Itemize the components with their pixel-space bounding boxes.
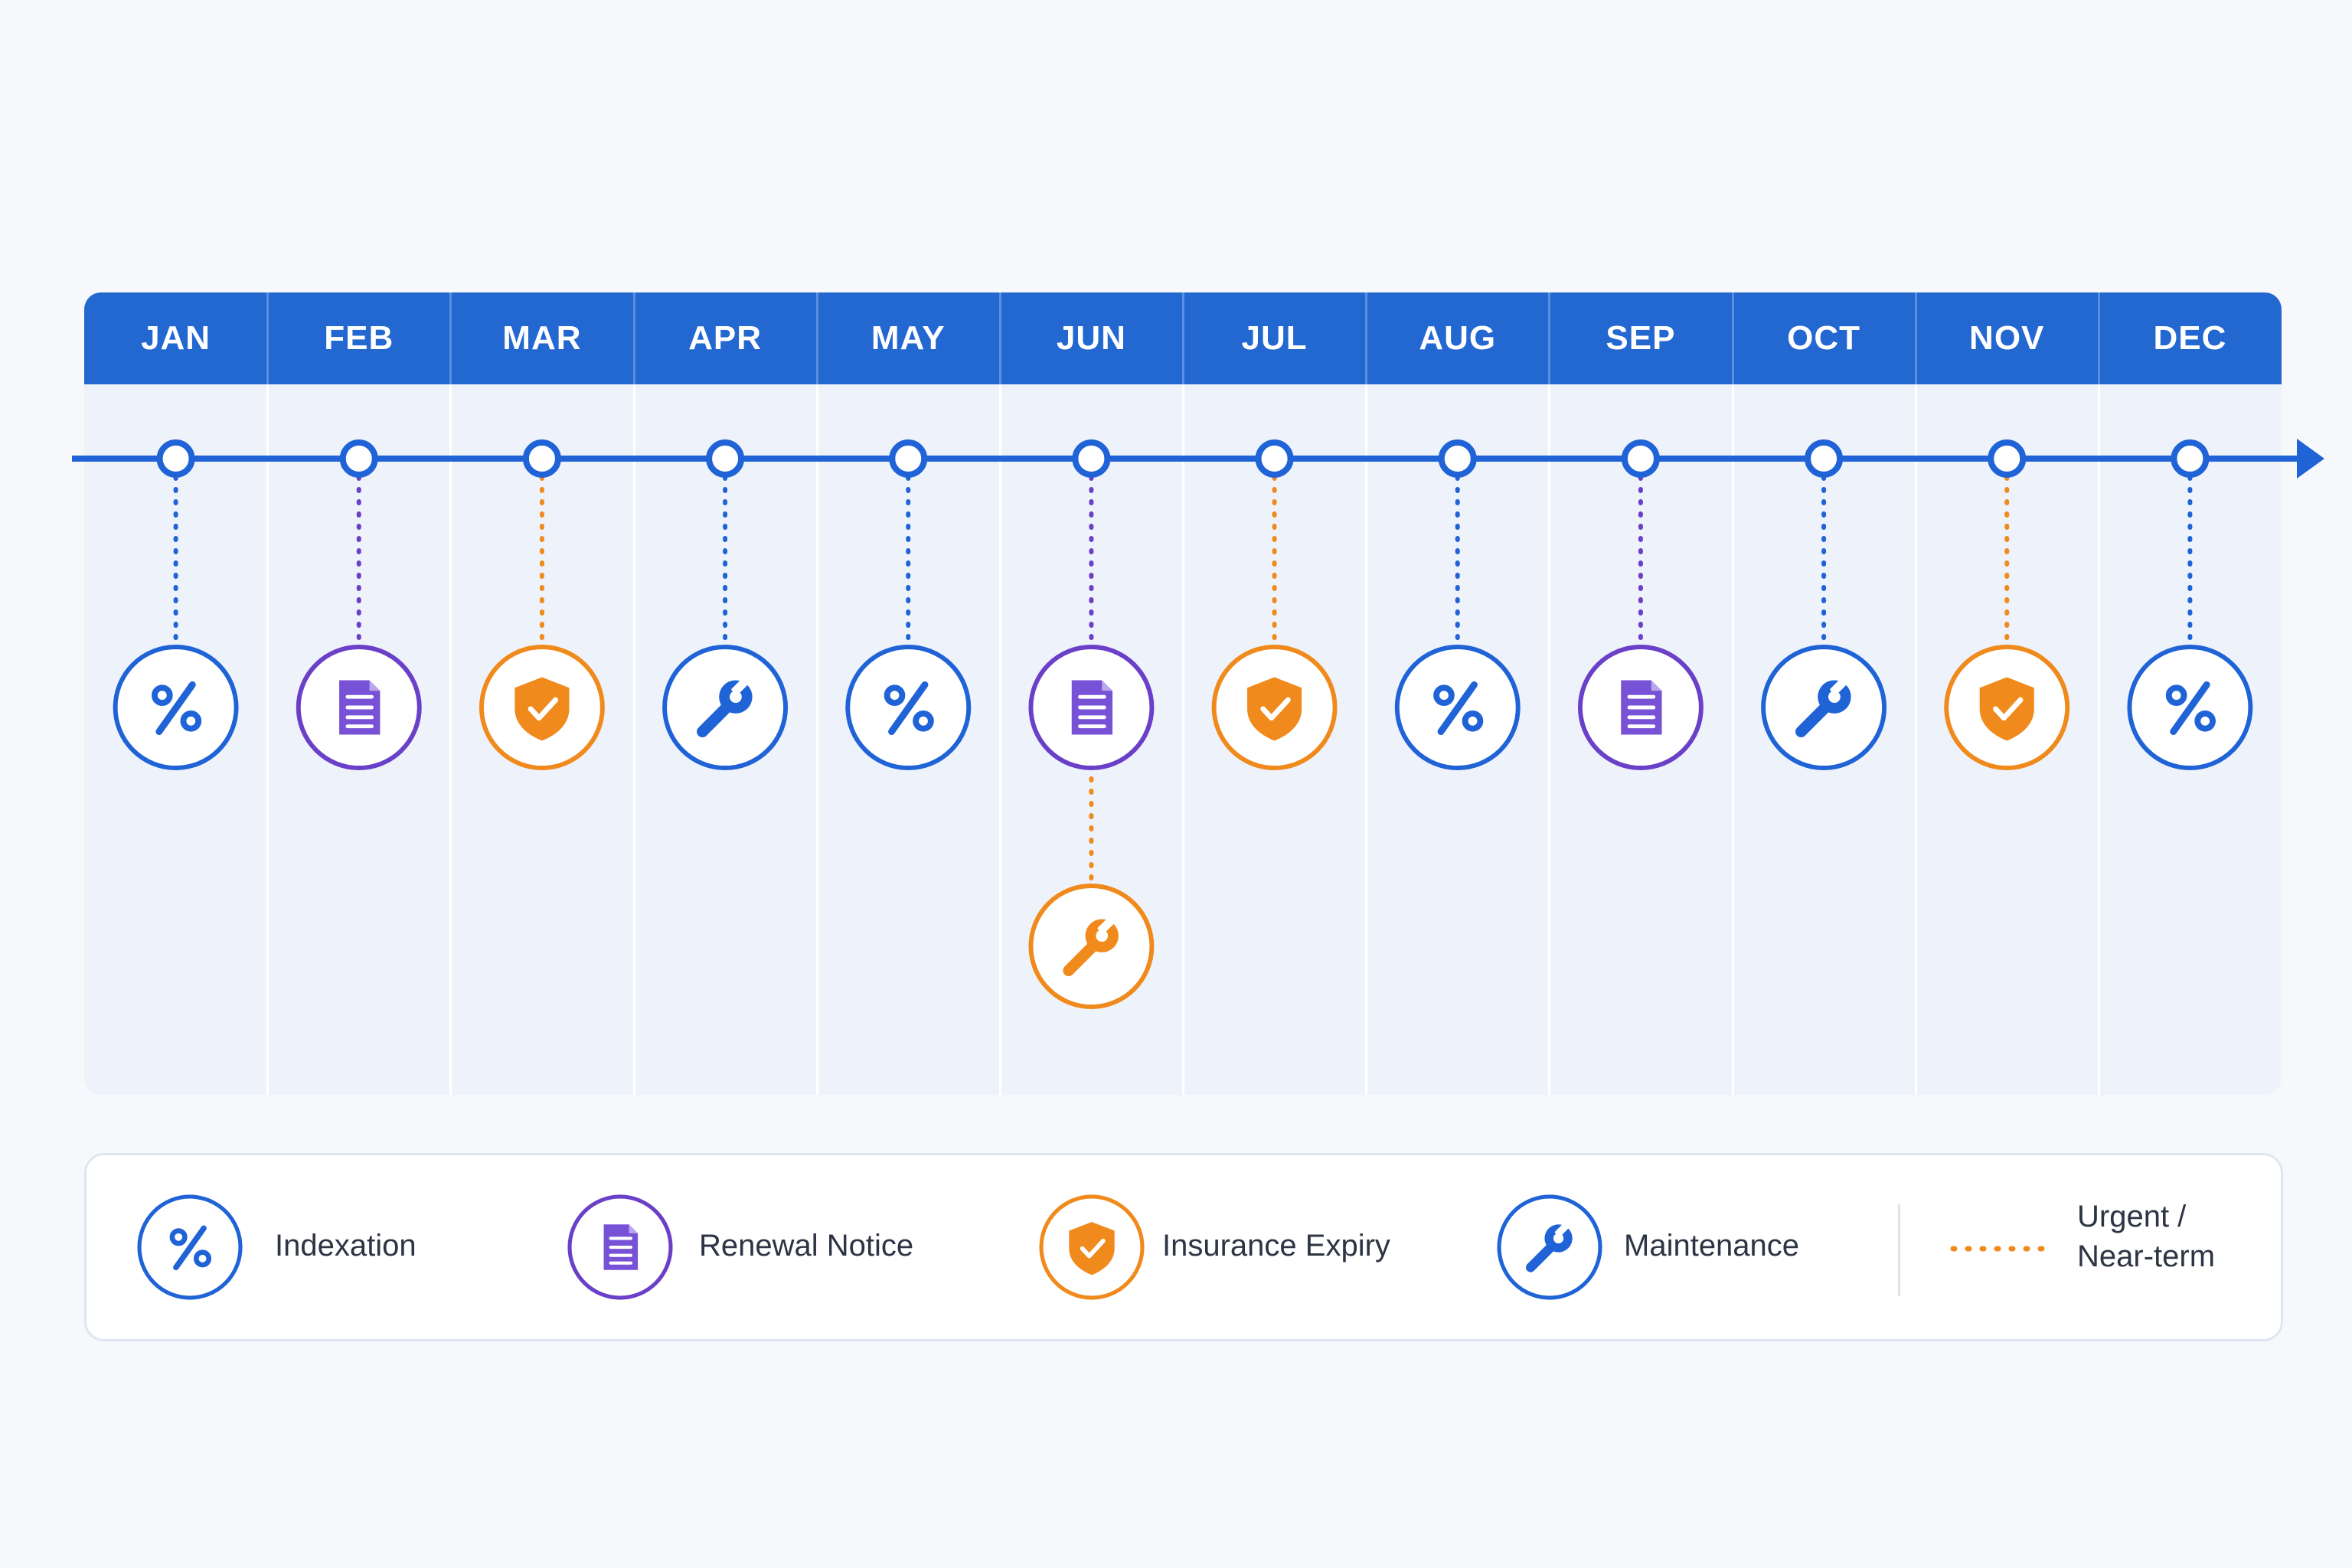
wrench-icon bbox=[1761, 645, 1887, 770]
event-mar-insurance[interactable] bbox=[479, 439, 605, 770]
month-label-sep: SEP bbox=[1606, 319, 1676, 357]
legend-shield-check-icon bbox=[1039, 1194, 1145, 1300]
event-jan-indexation[interactable] bbox=[113, 439, 239, 770]
header-divider bbox=[1182, 292, 1184, 384]
column-divider bbox=[815, 384, 818, 1095]
document-icon bbox=[1028, 645, 1155, 770]
header-divider bbox=[2097, 292, 2100, 384]
header-divider bbox=[1914, 292, 1917, 384]
column-divider bbox=[1548, 384, 1551, 1095]
month-label-feb: FEB bbox=[324, 319, 394, 357]
column-divider bbox=[1365, 384, 1368, 1095]
legend-label-insurance-expiry: Insurance Expiry bbox=[1162, 1229, 1390, 1263]
header-divider bbox=[998, 292, 1001, 384]
percent-icon bbox=[113, 645, 239, 770]
timeline-arrowhead bbox=[2297, 439, 2324, 479]
wrench-icon bbox=[1028, 884, 1155, 1009]
header-divider bbox=[815, 292, 818, 384]
percent-icon bbox=[1394, 645, 1521, 770]
month-label-jan: JAN bbox=[141, 319, 211, 357]
legend-label-maintenance: Maintenance bbox=[1624, 1229, 1800, 1263]
month-label-oct: OCT bbox=[1787, 319, 1861, 357]
legend-label-urgent-line2: Near-term bbox=[2077, 1240, 2216, 1273]
header-divider bbox=[449, 292, 452, 384]
document-icon bbox=[296, 645, 422, 770]
event-nov-insurance[interactable] bbox=[1944, 439, 2070, 770]
legend-wrench-icon bbox=[1497, 1194, 1602, 1300]
timeline-node bbox=[156, 439, 195, 478]
shield-check-icon bbox=[479, 645, 605, 770]
month-label-jun: JUN bbox=[1056, 319, 1126, 357]
month-label-may: MAY bbox=[871, 319, 946, 357]
legend-icons bbox=[137, 1194, 2047, 1300]
column-divider bbox=[1914, 384, 1917, 1095]
event-jun-renewal[interactable] bbox=[1028, 439, 1155, 770]
event-aug-indexation[interactable] bbox=[1394, 439, 1521, 770]
header-divider bbox=[266, 292, 270, 384]
month-label-mar: MAR bbox=[502, 319, 582, 357]
event-apr-maintenance[interactable] bbox=[662, 439, 789, 770]
legend: Indexation Renewal Notice Insurance Expi… bbox=[84, 1153, 2283, 1341]
timeline-node bbox=[1072, 439, 1111, 478]
legend-percent-icon bbox=[137, 1194, 243, 1300]
event-oct-maintenance[interactable] bbox=[1761, 439, 1887, 770]
timeline-node bbox=[339, 439, 378, 478]
shield-check-icon bbox=[1211, 645, 1338, 770]
header-divider bbox=[632, 292, 635, 384]
column-divider bbox=[2097, 384, 2100, 1095]
event-jun-maintenance[interactable] bbox=[1028, 776, 1155, 1009]
event-may-indexation[interactable] bbox=[845, 439, 972, 770]
shield-check-icon bbox=[1944, 645, 2070, 770]
legend-separator bbox=[1898, 1204, 1900, 1296]
column-divider bbox=[266, 384, 270, 1095]
timeline-node bbox=[1988, 439, 2027, 478]
event-dec-indexation[interactable] bbox=[2127, 439, 2253, 770]
header-divider bbox=[1548, 292, 1551, 384]
wrench-icon bbox=[662, 645, 789, 770]
column-divider bbox=[1731, 384, 1734, 1095]
month-label-nov: NOV bbox=[1969, 319, 2045, 357]
timeline-node bbox=[1621, 439, 1660, 478]
month-label-jul: JUL bbox=[1241, 319, 1308, 357]
timeline-node bbox=[1255, 439, 1294, 478]
timeline-node bbox=[889, 439, 928, 478]
legend-label-indexation: Indexation bbox=[275, 1229, 416, 1263]
timeline-node bbox=[1805, 439, 1844, 478]
legend-document-icon bbox=[567, 1194, 673, 1300]
header-divider bbox=[1731, 292, 1734, 384]
legend-label-renewal-notice: Renewal Notice bbox=[699, 1229, 914, 1263]
document-icon bbox=[1577, 645, 1704, 770]
event-feb-renewal[interactable] bbox=[296, 439, 422, 770]
timeline-node bbox=[2171, 439, 2210, 478]
event-jul-insurance[interactable] bbox=[1211, 439, 1338, 770]
event-sep-renewal[interactable] bbox=[1577, 439, 1704, 770]
legend-label-urgent-line1: Urgent / bbox=[2077, 1200, 2187, 1233]
month-label-dec: DEC bbox=[2153, 319, 2227, 357]
timeline-node bbox=[706, 439, 745, 478]
percent-icon bbox=[2127, 645, 2253, 770]
month-label-apr: APR bbox=[688, 319, 763, 357]
column-divider bbox=[1182, 384, 1184, 1095]
header-divider bbox=[1365, 292, 1368, 384]
timeline-node bbox=[522, 439, 561, 478]
column-divider bbox=[449, 384, 452, 1095]
timeline-node bbox=[1438, 439, 1477, 478]
month-label-aug: AUG bbox=[1419, 319, 1497, 357]
column-divider bbox=[632, 384, 635, 1095]
percent-icon bbox=[845, 645, 972, 770]
column-divider bbox=[998, 384, 1001, 1095]
month-header: JAN FEB MAR APR MAY JUN JUL AUG SEP OCT NOV DEC bbox=[84, 292, 2282, 384]
